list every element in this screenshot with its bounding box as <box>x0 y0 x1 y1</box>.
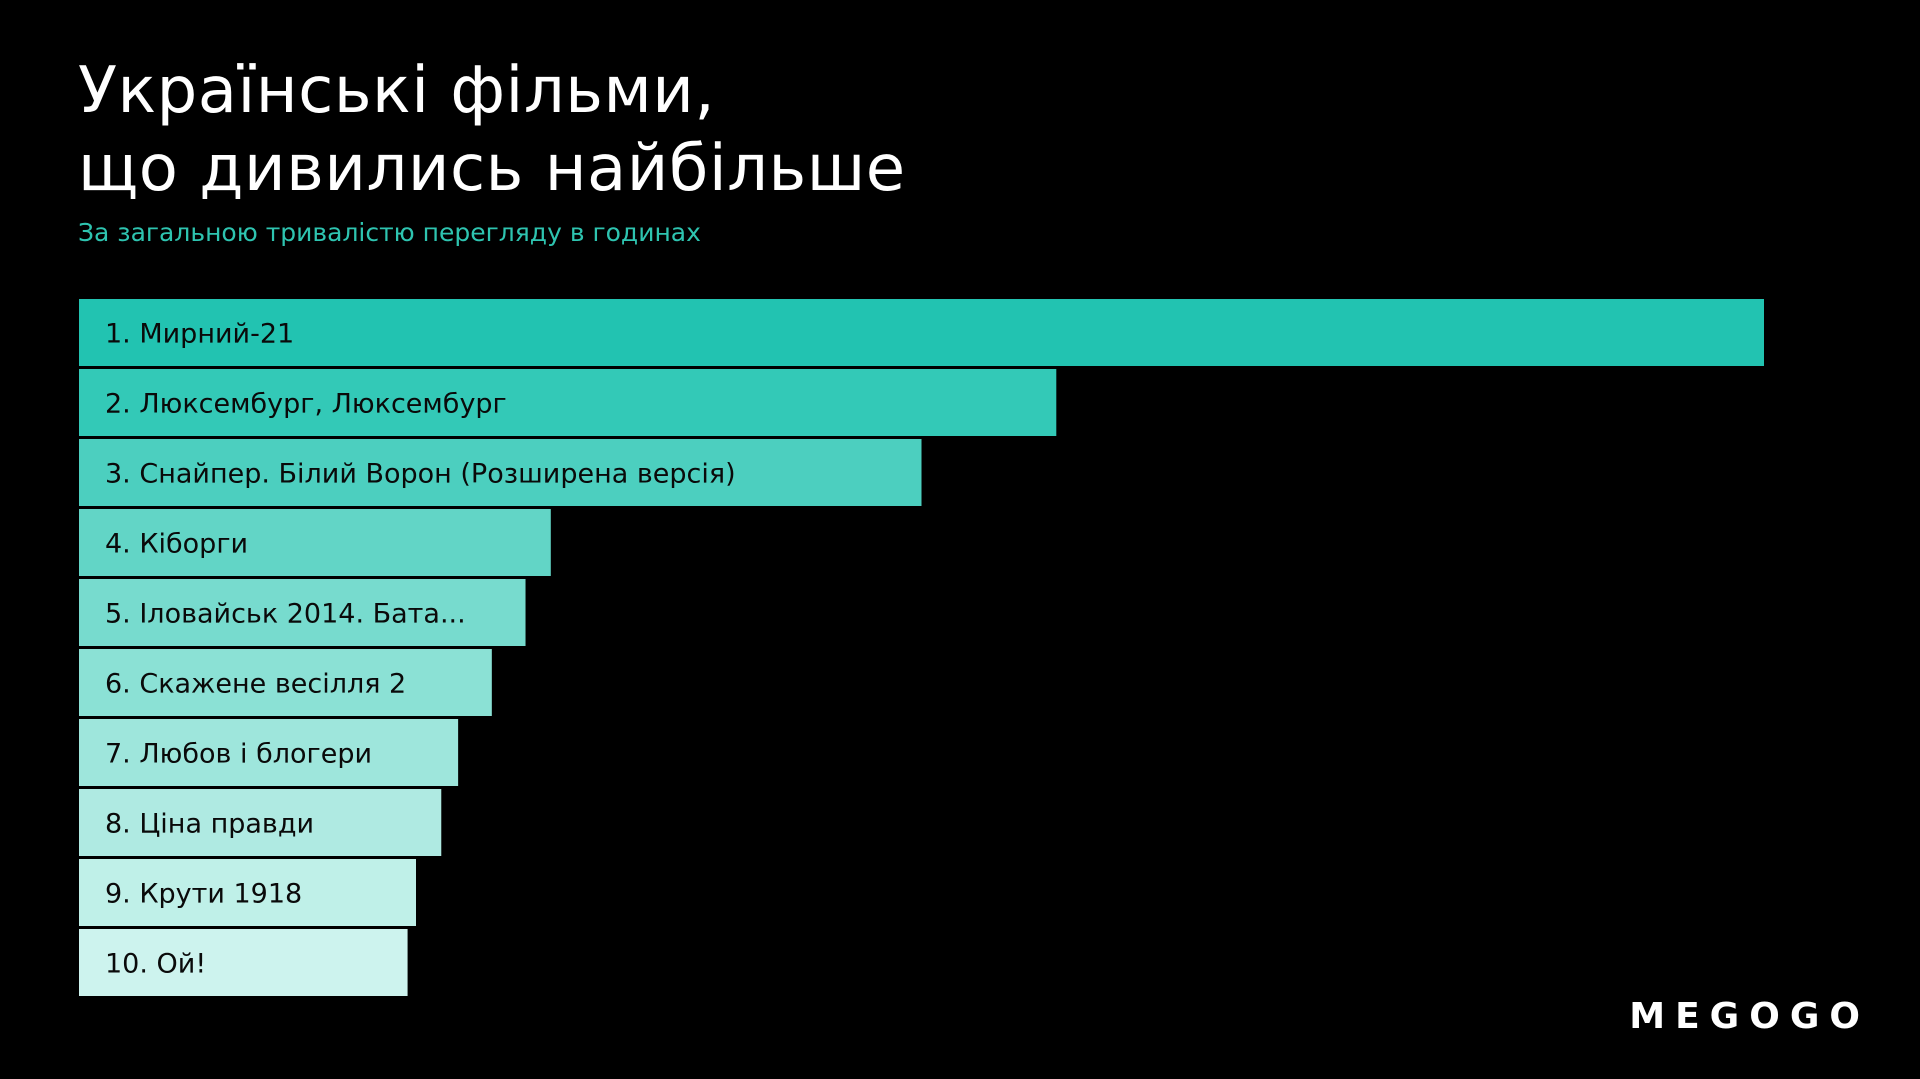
chart-title-line-2: що дивились найбільше <box>78 132 906 206</box>
bar-4 <box>79 509 551 576</box>
chart-subtitle: За загальною тривалістю перегляду в годи… <box>78 218 701 247</box>
bar-7 <box>79 719 459 786</box>
bar-8 <box>79 789 442 856</box>
bar-2 <box>79 369 1057 436</box>
bar-chart: 1. Мирний-21 2. Люксембург, Люксембург 3. … <box>79 299 1764 996</box>
bar-label-6: 6. Скажене весілля 2 <box>105 669 406 700</box>
bar-label-9: 9. Крути 1918 <box>105 879 302 910</box>
megogo-logo: MEGOGO <box>1629 996 1870 1037</box>
bar-label-3: 3. Снайпер. Білий Ворон (Розширена версі… <box>105 459 736 490</box>
bar-label-1: 1. Мирний-21 <box>105 319 294 350</box>
bar-label-8: 8. Ціна правди <box>105 809 314 840</box>
bar-label-5: 5. Іловайськ 2014. Бата... <box>105 599 466 630</box>
bar-label-2: 2. Люксембург, Люксембург <box>105 389 507 420</box>
bar-3 <box>79 439 922 506</box>
bar-10 <box>79 929 408 996</box>
bar-5 <box>79 579 526 646</box>
bar-label-7: 7. Любов і блогери <box>105 739 372 770</box>
bar-9 <box>79 859 416 926</box>
bar-label-4: 4. Кіборги <box>105 529 248 560</box>
bar-1 <box>79 299 1764 366</box>
chart-title-line-1: Українські фільми, <box>78 54 716 128</box>
bar-label-10: 10. Ой! <box>105 949 206 980</box>
chart-title: Українські фільми, що дивились найбільше <box>78 52 906 208</box>
bar-6 <box>79 649 492 716</box>
